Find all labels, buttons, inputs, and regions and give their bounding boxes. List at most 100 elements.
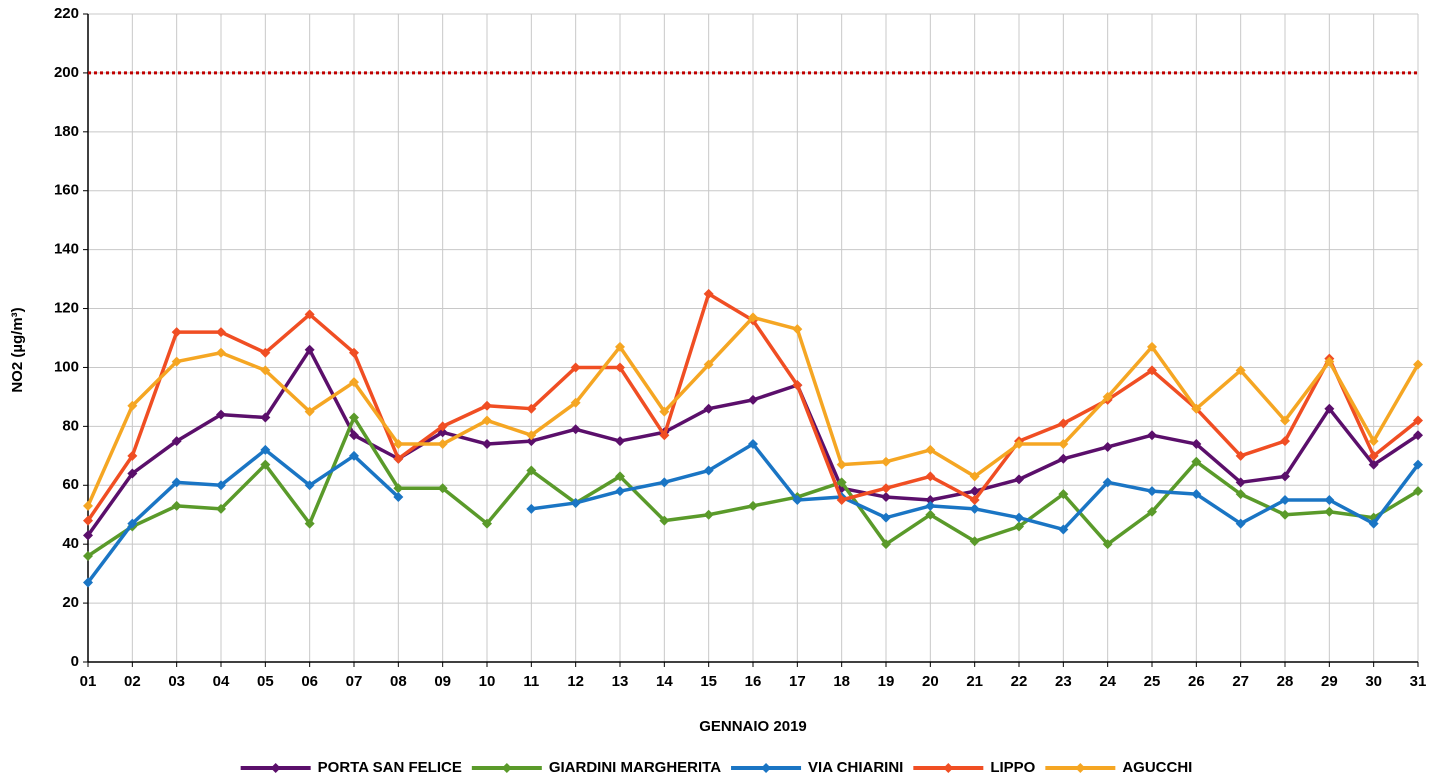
data-point [526, 430, 537, 441]
data-point [1413, 430, 1423, 441]
data-point [437, 421, 448, 432]
x-tick-label: 25 [1144, 673, 1161, 690]
data-point [526, 403, 537, 414]
legend-label: LIPPO [990, 759, 1035, 776]
x-tick-label: 07 [346, 673, 363, 690]
data-point [570, 424, 581, 435]
data-point [216, 347, 226, 358]
data-point [969, 536, 980, 547]
data-point [659, 430, 670, 441]
data-point [836, 495, 847, 505]
data-point [482, 400, 492, 411]
data-point [881, 483, 891, 494]
x-tick-label: 08 [390, 673, 407, 690]
data-point [83, 530, 93, 541]
data-point [1014, 521, 1024, 532]
data-point [1191, 489, 1202, 500]
data-point [1058, 418, 1069, 429]
data-point [393, 492, 404, 503]
data-point [437, 483, 448, 494]
data-point [1014, 439, 1024, 450]
data-point [1191, 439, 1202, 450]
data-point [171, 477, 182, 488]
y-tick-label: 40 [62, 535, 79, 552]
y-tick-label: 0 [71, 653, 79, 670]
data-point [1058, 489, 1069, 500]
data-point [570, 362, 581, 373]
data-point [1413, 359, 1423, 370]
data-point [1413, 459, 1423, 470]
data-point [1058, 453, 1069, 464]
x-axis-title: GENNAIO 2019 [699, 718, 807, 735]
data-point [1368, 450, 1379, 461]
data-point [615, 362, 625, 373]
data-point [304, 309, 315, 320]
data-point [526, 436, 537, 447]
data-point [83, 500, 93, 511]
data-point [570, 397, 581, 408]
data-point [969, 495, 980, 505]
legend: PORTA SAN FELICE GIARDINI MARGHERITA VIA C… [240, 759, 1192, 776]
data-point [304, 406, 315, 417]
data-point [1235, 518, 1246, 529]
data-point [1058, 439, 1069, 450]
legend-label: AGUCCHI [1122, 759, 1192, 776]
x-tick-label: 16 [745, 673, 762, 690]
y-tick-label: 20 [62, 594, 79, 611]
x-tick-label: 03 [168, 673, 185, 690]
x-tick-label: 29 [1321, 673, 1338, 690]
y-tick-label: 140 [54, 241, 79, 258]
data-point [1280, 436, 1290, 447]
data-point [1413, 415, 1423, 426]
data-point [792, 495, 803, 505]
data-point [1147, 506, 1157, 517]
data-point [260, 347, 271, 358]
y-tick-label: 160 [54, 182, 79, 199]
data-point [1102, 391, 1113, 402]
x-tick-label: 06 [301, 673, 318, 690]
data-point [703, 288, 714, 299]
data-point [1235, 450, 1246, 461]
x-tick-label: 02 [124, 673, 141, 690]
data-point [127, 518, 138, 529]
y-tick-label: 220 [54, 5, 79, 22]
data-point [304, 344, 315, 355]
data-point [349, 412, 359, 423]
legend-marker [501, 763, 512, 773]
x-tick-label: 01 [80, 673, 97, 690]
data-point [349, 377, 359, 388]
data-point [836, 459, 847, 470]
data-point [925, 495, 936, 505]
data-point [482, 415, 492, 426]
data-point [881, 539, 891, 550]
legend-label: VIA CHIARINI [808, 759, 903, 776]
data-point [216, 480, 226, 491]
x-tick-label: 05 [257, 673, 274, 690]
data-point [1368, 518, 1379, 529]
data-point [1191, 456, 1202, 467]
data-point [83, 577, 93, 588]
y-tick-label: 100 [54, 358, 79, 375]
x-tick-label: 15 [700, 673, 717, 690]
data-point [881, 512, 891, 523]
x-tick-label: 10 [479, 673, 496, 690]
data-point [615, 486, 625, 497]
x-tick-label: 26 [1188, 673, 1205, 690]
x-tick-label: 21 [966, 673, 983, 690]
data-point [1102, 441, 1113, 452]
data-point [83, 515, 93, 526]
x-tick-label: 17 [789, 673, 806, 690]
x-tick-label: 24 [1099, 673, 1116, 690]
x-tick-label: 30 [1365, 673, 1382, 690]
data-point [393, 453, 404, 464]
data-point [881, 456, 891, 467]
data-point [925, 500, 936, 511]
data-point [260, 365, 271, 376]
x-tick-label: 28 [1277, 673, 1294, 690]
x-tick-label: 31 [1410, 673, 1427, 690]
data-point [482, 439, 492, 450]
data-point [127, 450, 138, 461]
data-point [171, 436, 182, 447]
data-point [969, 471, 980, 482]
data-point [171, 356, 182, 367]
